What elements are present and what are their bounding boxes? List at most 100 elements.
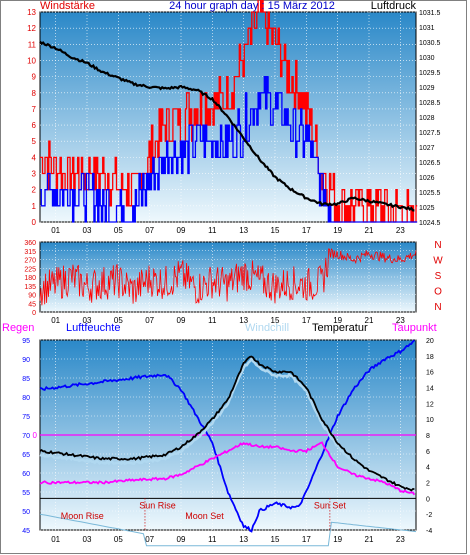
x-tick-label: 21 [365,535,374,544]
direction-tick-label: 360 [24,240,36,247]
pressure-tick-label: 1031.5 [419,10,441,17]
wind-tick-label: 10 [27,56,36,65]
pressure-tick-label: 1025 [419,205,435,212]
x-tick-label: 03 [83,316,92,325]
x-tick-label: 21 [365,226,374,235]
pressure-tick-label: 1029 [419,85,435,92]
compass-label: O [434,287,442,298]
legend-label: Taupunkt [392,322,437,334]
x-tick-label: 15 [271,226,280,235]
x-tick-label: 09 [177,316,186,325]
x-tick-label: 11 [208,316,217,325]
x-tick-label: 09 [177,535,186,544]
windchill-series [39,356,415,495]
temperature-tick-label: 18 [426,354,434,361]
humidity-tick-label: 50 [22,509,30,516]
wind-tick-label: 4 [32,153,37,162]
pressure-tick-label: 1027 [419,145,435,152]
pressure-tick-label: 1028 [419,115,435,122]
x-tick-label: 19 [333,316,342,325]
temperature-tick-label: 12 [426,401,434,408]
wind-tick-label: 11 [28,40,37,49]
legend-label: Regen [2,322,34,334]
pressure-tick-label: 1026 [419,175,435,182]
humidity-tick-label: 70 [22,433,30,440]
wind-tick-label: 6 [32,121,37,130]
humidity-tick-label: 90 [22,357,30,364]
temperature-tick-label: 6 [426,449,430,456]
wind-tick-label: 5 [32,137,37,146]
direction-tick-label: 90 [28,293,36,300]
temperature-tick-label: 10 [426,417,434,424]
rain-tick-label: 0 [33,431,38,440]
humidity-tick-label: 95 [22,338,30,345]
temperature-tick-label: -4 [426,528,432,535]
wind-tick-label: 0 [32,218,37,227]
temperature-tick-label: 4 [426,465,430,472]
humidity-tick-label: 65 [22,452,30,459]
x-tick-label: 05 [114,316,123,325]
direction-tick-label: 0 [32,310,36,317]
humidity-tick-label: 45 [22,528,30,535]
pressure-tick-label: 1030 [419,55,435,62]
x-tick-label: 13 [239,226,248,235]
pressure-tick-label: 1031 [419,25,435,32]
wind-tick-label: 2 [32,186,37,195]
moon-set-label: Moon Set [185,511,224,521]
sun-set-label: Sun Set [314,500,347,510]
x-tick-label: 23 [396,535,405,544]
x-tick-label: 11 [208,535,217,544]
x-tick-label: 05 [114,226,123,235]
wind-gust-series [40,75,418,223]
temperature-tick-label: -2 [426,512,432,519]
wind-speed-series [40,0,418,223]
humidity-tick-label: 60 [22,471,30,478]
x-tick-label: 11 [208,226,217,235]
x-tick-label: 19 [333,535,342,544]
x-tick-label: 13 [239,535,248,544]
humidity-tick-label: 55 [22,490,30,497]
pressure-tick-label: 1030.5 [419,40,441,47]
moon-rise-label: Moon Rise [61,511,104,521]
temperature-tick-label: 0 [426,496,430,503]
pressure-tick-label: 1025.5 [419,190,441,197]
temperature-tick-label: 8 [426,433,430,440]
x-tick-label: 19 [333,226,342,235]
x-tick-label: 01 [51,316,60,325]
wind-tick-label: 13 [27,8,36,17]
compass-label: N [434,302,441,313]
x-tick-label: 13 [239,316,248,325]
pressure-line [39,40,415,212]
pressure-tick-label: 1027.5 [419,130,441,137]
pressure-tick-label: 1024.5 [419,220,441,227]
taupunkt-series [39,441,416,496]
temperature-tick-label: 2 [426,481,430,488]
x-tick-label: 01 [51,535,60,544]
direction-tick-label: 180 [24,275,36,282]
x-tick-label: 15 [271,535,280,544]
x-tick-label: 07 [145,535,154,544]
x-tick-label: 07 [145,226,154,235]
x-tick-label: 17 [302,226,311,235]
wind-tick-label: 7 [32,105,37,114]
x-tick-label: 23 [396,316,405,325]
temperature-tick-label: 20 [426,338,434,345]
sun-rise-label: Sun Rise [139,500,176,510]
x-tick-label: 07 [145,316,154,325]
direction-tick-label: 270 [24,258,36,265]
x-tick-label: 17 [302,316,311,325]
wind-tick-label: 12 [27,24,36,33]
pressure-tick-label: 1029.5 [419,70,441,77]
pressure-axis-title: Luftdruck [371,0,417,12]
x-tick-label: 01 [51,226,60,235]
luftfeuchte-series [39,339,415,533]
wind-tick-label: 8 [32,89,37,98]
humidity-tick-label: 80 [22,395,30,402]
wind-direction-series [39,248,417,306]
x-tick-label: 05 [114,535,123,544]
pressure-tick-label: 1026.5 [419,160,441,167]
wind-axis-title: Windstärke [40,0,95,12]
x-tick-label: 17 [302,535,311,544]
